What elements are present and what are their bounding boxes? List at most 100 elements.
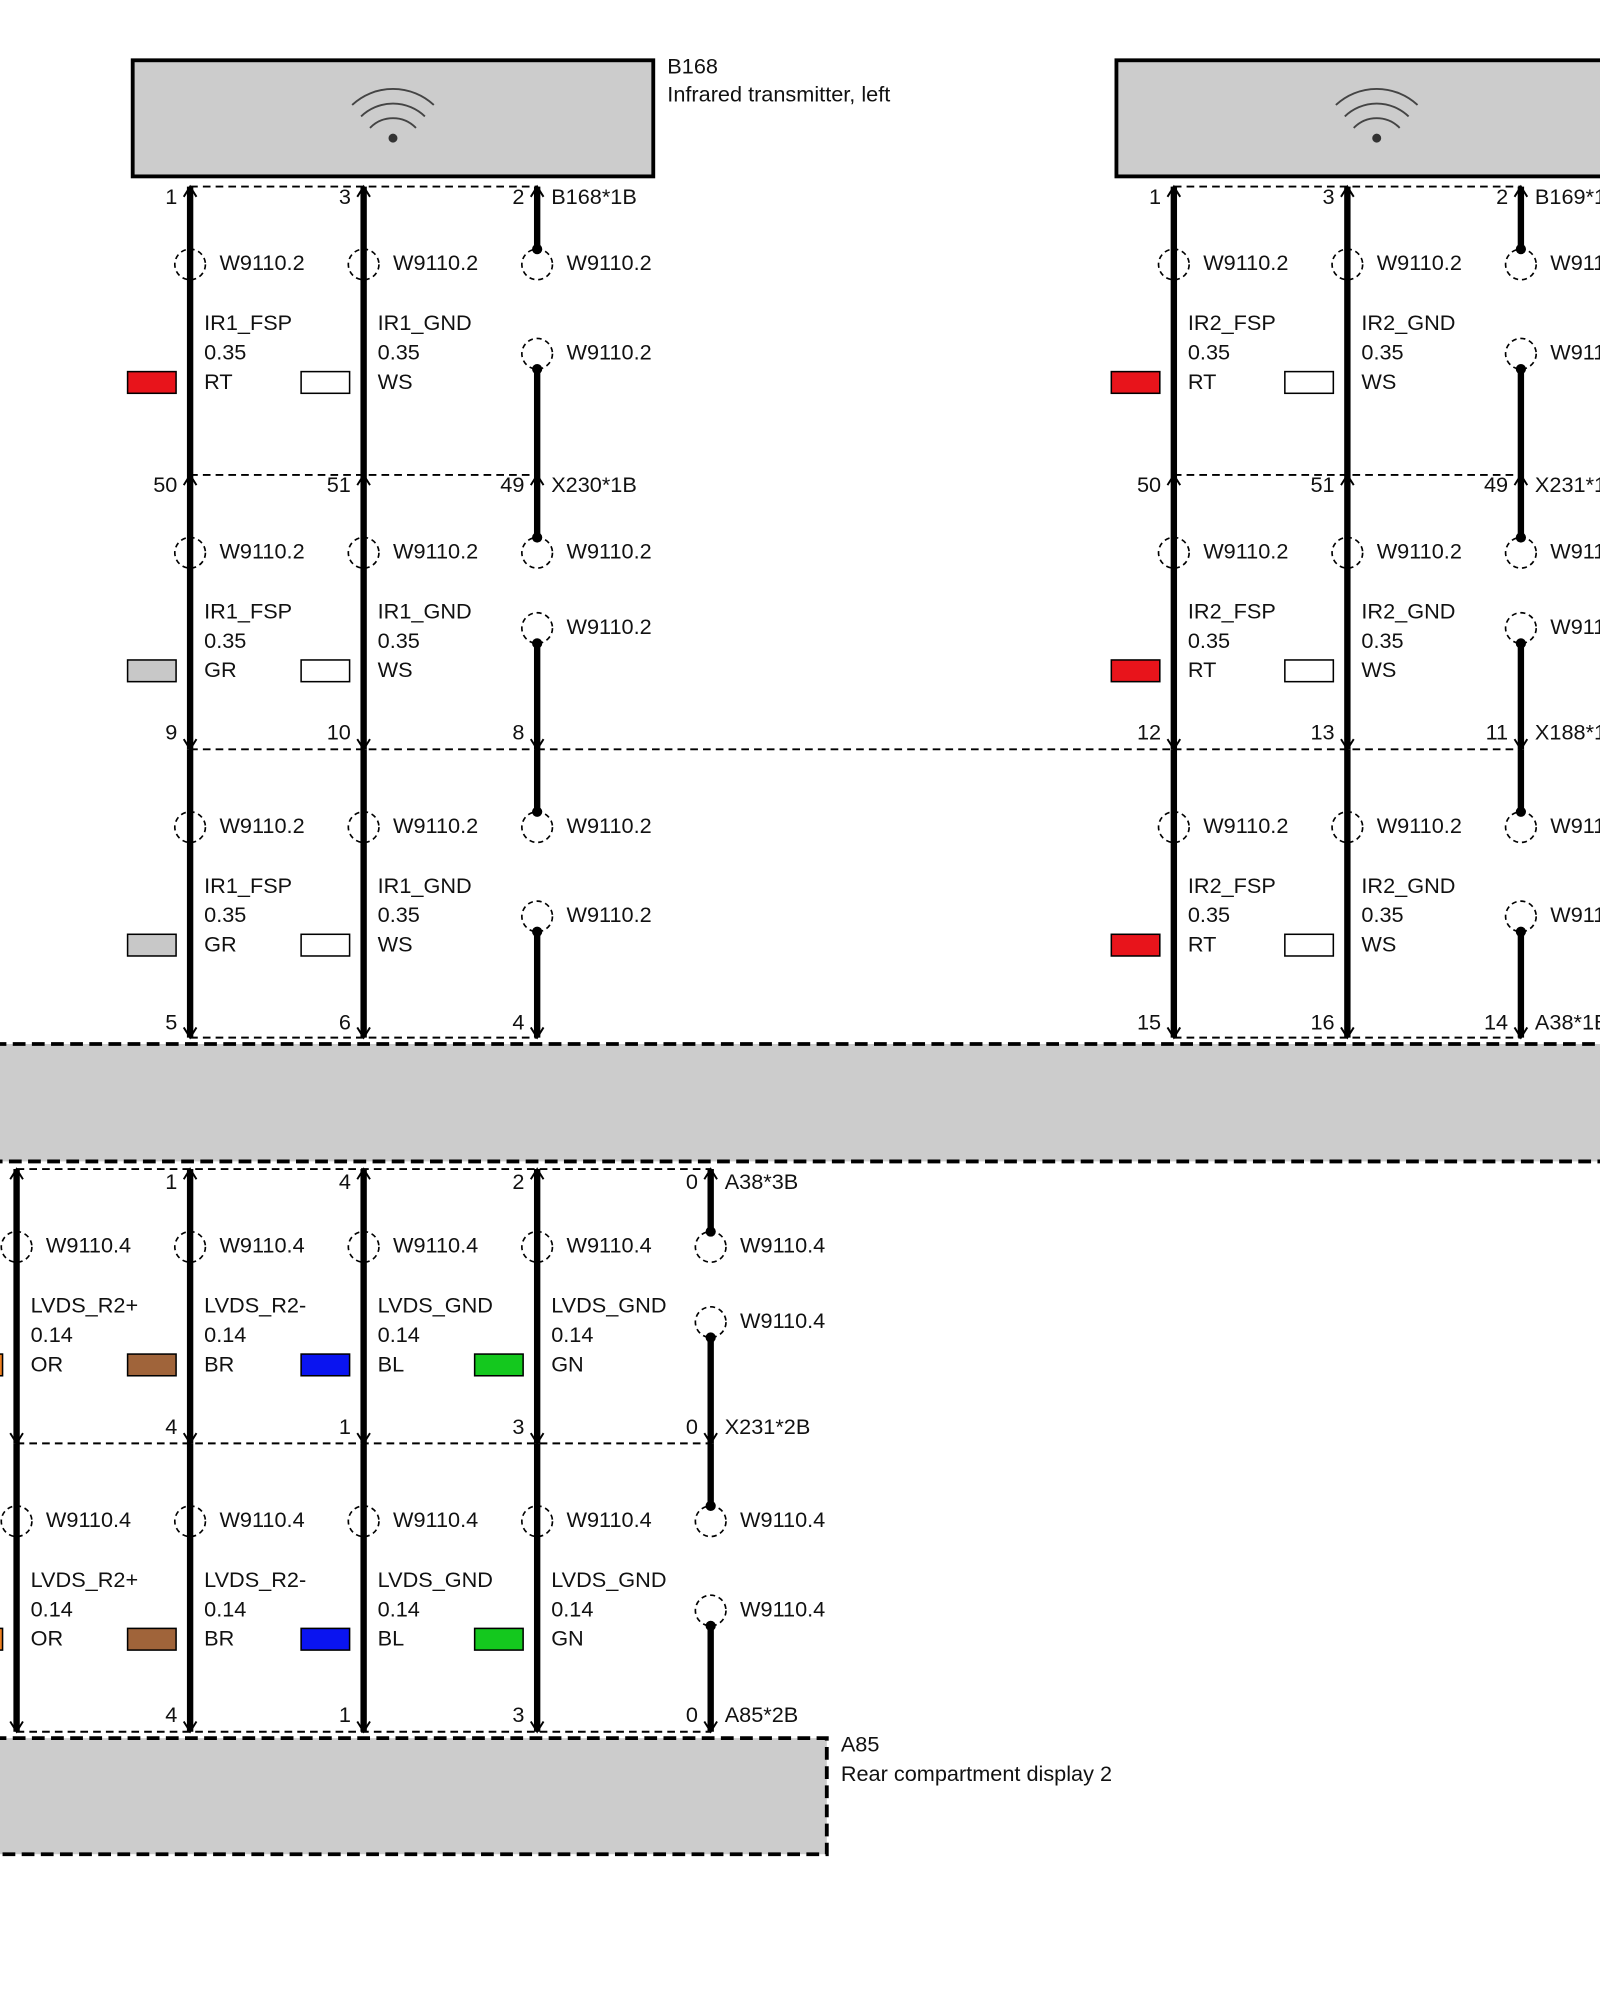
wire-color-code: GN — [551, 1351, 584, 1376]
pin — [9, 1432, 24, 1446]
splice — [521, 611, 554, 645]
splice-label: W9110.2 — [1203, 813, 1288, 838]
splice-label: W9110.4 — [219, 1507, 304, 1532]
splice — [521, 536, 554, 569]
splice — [1504, 900, 1538, 933]
wireless-icon — [1335, 87, 1419, 129]
pin — [356, 1026, 371, 1040]
color-swatch — [0, 1353, 4, 1377]
wire-name: IR1_FSP — [204, 598, 292, 623]
pin-number: 49 — [1484, 472, 1508, 497]
connector-label: A38*3B — [725, 1169, 799, 1194]
splice — [347, 810, 380, 844]
pin-number: 1 — [339, 1414, 351, 1439]
wire-name: LVDS_R2- — [204, 1293, 306, 1318]
wire-name: LVDS_GND — [378, 1293, 493, 1318]
splice-label: W9110.4 — [740, 1596, 825, 1621]
pin-number: 2 — [512, 184, 524, 209]
splice-label: W9110.2 — [1550, 813, 1600, 838]
splice-label: W9110.2 — [393, 813, 478, 838]
wire-color-code: WS — [378, 369, 413, 394]
pin-number: 11 — [1486, 720, 1509, 745]
color-swatch — [126, 1353, 177, 1377]
pin — [182, 1167, 198, 1180]
pin — [1513, 1026, 1529, 1040]
splice-label: W9110.4 — [219, 1233, 304, 1258]
wire-size: 0.35 — [378, 902, 420, 927]
wire-color-code: OR — [31, 1351, 64, 1376]
wire-size: 0.35 — [378, 339, 420, 364]
color-swatch — [0, 1627, 4, 1651]
splice-label: W9110.2 — [567, 902, 652, 927]
pin-number: 4 — [165, 1414, 177, 1439]
wire-color-code: GN — [551, 1626, 584, 1651]
pin-number: 14 — [1484, 1009, 1508, 1034]
splice-label: W9110.2 — [1550, 539, 1600, 564]
pin-number: 0 — [686, 1702, 698, 1727]
splice-label: W9110.2 — [219, 539, 304, 564]
pin — [356, 473, 371, 486]
splice — [0, 1505, 33, 1538]
wire-color-code: BL — [378, 1626, 405, 1651]
pin-number: 5 — [165, 1009, 177, 1034]
color-swatch — [473, 1627, 524, 1651]
splice — [521, 810, 554, 844]
component-description: Rear compartment display 2 — [841, 1761, 1112, 1786]
splice — [347, 536, 380, 569]
pin-number: 1 — [165, 1169, 177, 1194]
wire-size: 0.14 — [378, 1322, 420, 1347]
wire-color-code: WS — [1361, 369, 1396, 394]
component-box — [0, 1042, 1600, 1164]
pin-number: 4 — [165, 1702, 177, 1727]
splice-label: W9110.2 — [393, 539, 478, 564]
wire-size: 0.35 — [378, 628, 420, 653]
pin — [529, 1432, 545, 1446]
wire-color-code: WS — [1361, 657, 1396, 682]
wire-color-code: RT — [1188, 932, 1217, 957]
pin-number: 13 — [1310, 720, 1334, 745]
wire-size: 0.14 — [551, 1596, 593, 1621]
wire-size: 0.14 — [378, 1596, 420, 1621]
wire-name: IR1_FSP — [204, 873, 292, 898]
pin — [529, 1721, 545, 1734]
pin-number: 1 — [165, 184, 177, 209]
component-box — [1114, 58, 1600, 179]
pin — [1513, 738, 1529, 752]
wire-color-code: WS — [378, 932, 413, 957]
pin-number: 50 — [1137, 472, 1161, 497]
color-swatch — [1110, 370, 1161, 395]
icon-dot — [1372, 133, 1382, 143]
wire-name: IR1_GND — [378, 310, 472, 335]
pin-number: 16 — [1310, 1009, 1334, 1034]
pin-number: 6 — [339, 1009, 351, 1034]
component-label: A85 — [841, 1732, 880, 1757]
splice — [173, 810, 207, 844]
wire-size: 0.35 — [204, 339, 246, 364]
color-swatch — [300, 659, 351, 683]
wire-name: LVDS_GND — [378, 1567, 493, 1592]
wire-size: 0.14 — [31, 1596, 73, 1621]
pin-number: 3 — [339, 184, 351, 209]
pin — [529, 473, 545, 486]
wire-name: IR1_GND — [378, 598, 472, 623]
wire-name: LVDS_GND — [551, 1567, 666, 1592]
pin — [1340, 184, 1355, 198]
splice-label: W9110.2 — [567, 339, 652, 364]
wire-name: LVDS_R2+ — [31, 1567, 139, 1592]
splice-label: W9110.2 — [1550, 339, 1600, 364]
pin-number: 8 — [512, 720, 524, 745]
pin-number: 50 — [153, 472, 177, 497]
pin — [1340, 473, 1355, 486]
pin — [356, 184, 371, 198]
pin-number: 51 — [327, 472, 351, 497]
splice — [173, 1505, 207, 1538]
wire-size: 0.14 — [204, 1596, 246, 1621]
splice-label: W9110.2 — [219, 813, 304, 838]
wire-color-code: RT — [1188, 369, 1217, 394]
wire-color-code: GR — [204, 657, 237, 682]
color-swatch — [126, 370, 177, 395]
wire-name: IR1_GND — [378, 873, 472, 898]
splice-label: W9110.4 — [740, 1308, 825, 1333]
wire-name: IR2_GND — [1361, 310, 1455, 335]
wire-color-code: WS — [378, 657, 413, 682]
